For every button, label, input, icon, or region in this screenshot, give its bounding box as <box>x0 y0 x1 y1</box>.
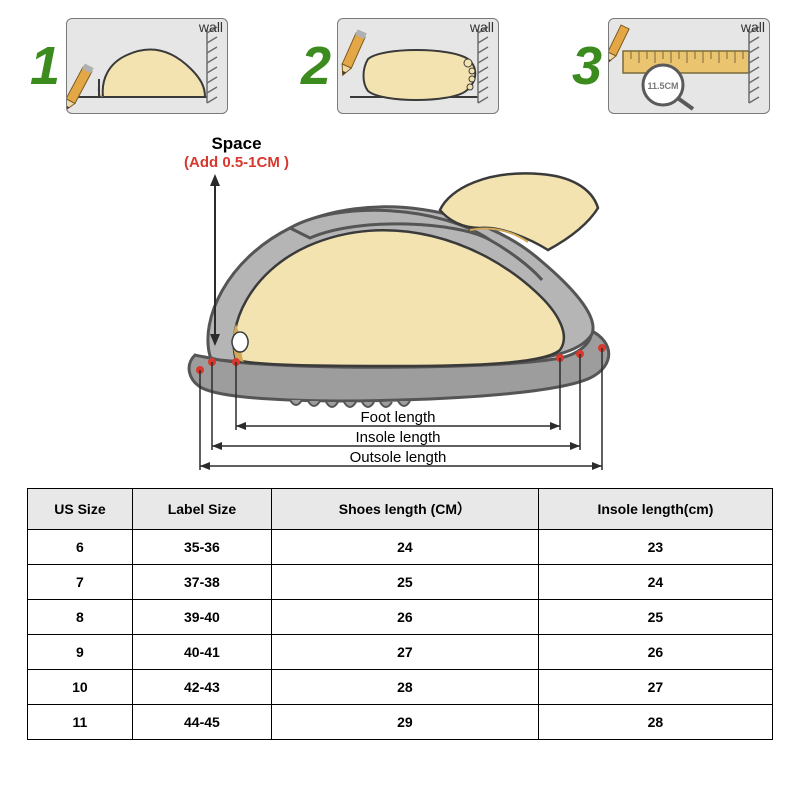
step-3-number: 3 <box>572 39 602 93</box>
cell: 26 <box>538 635 772 670</box>
step-1-number: 1 <box>30 39 60 93</box>
cell: 28 <box>538 705 772 740</box>
size-table: US Size Label Size Shoes length (CM） Ins… <box>27 488 773 740</box>
cell: 24 <box>271 530 538 565</box>
cell: 29 <box>271 705 538 740</box>
step-1-wall-label: wall <box>199 19 223 35</box>
col-insole-length: Insole length(cm) <box>538 489 772 530</box>
magnifier-reading: 11.5CM <box>647 81 678 91</box>
step-3-wall-label: wall <box>741 19 765 35</box>
cell: 9 <box>28 635 133 670</box>
table-row: 8 39-40 26 25 <box>28 600 773 635</box>
space-label-group: Space (Add 0.5-1CM ) <box>184 134 289 171</box>
step-2-number: 2 <box>301 39 331 93</box>
col-shoes-length: Shoes length (CM） <box>271 489 538 530</box>
cell: 35-36 <box>132 530 271 565</box>
cell: 7 <box>28 565 133 600</box>
infographic-root: 1 <box>0 0 800 800</box>
col-us-size: US Size <box>28 489 133 530</box>
cell: 28 <box>271 670 538 705</box>
cell: 27 <box>538 670 772 705</box>
steps-row: 1 <box>0 0 800 120</box>
cell: 27 <box>271 635 538 670</box>
cell: 40-41 <box>132 635 271 670</box>
step-3: 3 <box>572 18 770 114</box>
size-table-body: 6 35-36 24 23 7 37-38 25 24 8 39-40 26 2… <box>28 530 773 740</box>
step-3-box: 11.5CM wall <box>608 18 770 114</box>
foot-length-label: Foot length <box>360 409 435 426</box>
step-2-wall-label: wall <box>470 19 494 35</box>
size-table-head: US Size Label Size Shoes length (CM） Ins… <box>28 489 773 530</box>
cell: 11 <box>28 705 133 740</box>
cell: 37-38 <box>132 565 271 600</box>
table-row: 11 44-45 29 28 <box>28 705 773 740</box>
table-row: 6 35-36 24 23 <box>28 530 773 565</box>
cell: 6 <box>28 530 133 565</box>
outsole-length-label: Outsole length <box>350 449 447 466</box>
cell: 25 <box>271 565 538 600</box>
cell: 39-40 <box>132 600 271 635</box>
cell: 8 <box>28 600 133 635</box>
step-2-box: wall <box>337 18 499 114</box>
space-add-label: (Add 0.5-1CM ) <box>184 154 289 171</box>
cell: 25 <box>538 600 772 635</box>
space-label: Space <box>184 134 289 154</box>
step-1: 1 <box>30 18 228 114</box>
shoe-diagram: Space (Add 0.5-1CM ) <box>0 130 800 480</box>
cell: 42-43 <box>132 670 271 705</box>
table-row: 10 42-43 28 27 <box>28 670 773 705</box>
shoe-svg: Foot length Insole length Outsole length <box>140 130 660 480</box>
table-row: 7 37-38 25 24 <box>28 565 773 600</box>
cell: 44-45 <box>132 705 271 740</box>
cell: 26 <box>271 600 538 635</box>
step-1-box: wall <box>66 18 228 114</box>
insole-length-label: Insole length <box>355 429 440 446</box>
cell: 23 <box>538 530 772 565</box>
cell: 10 <box>28 670 133 705</box>
step-2: 2 <box>301 18 499 114</box>
cell: 24 <box>538 565 772 600</box>
col-label-size: Label Size <box>132 489 271 530</box>
table-row: 9 40-41 27 26 <box>28 635 773 670</box>
